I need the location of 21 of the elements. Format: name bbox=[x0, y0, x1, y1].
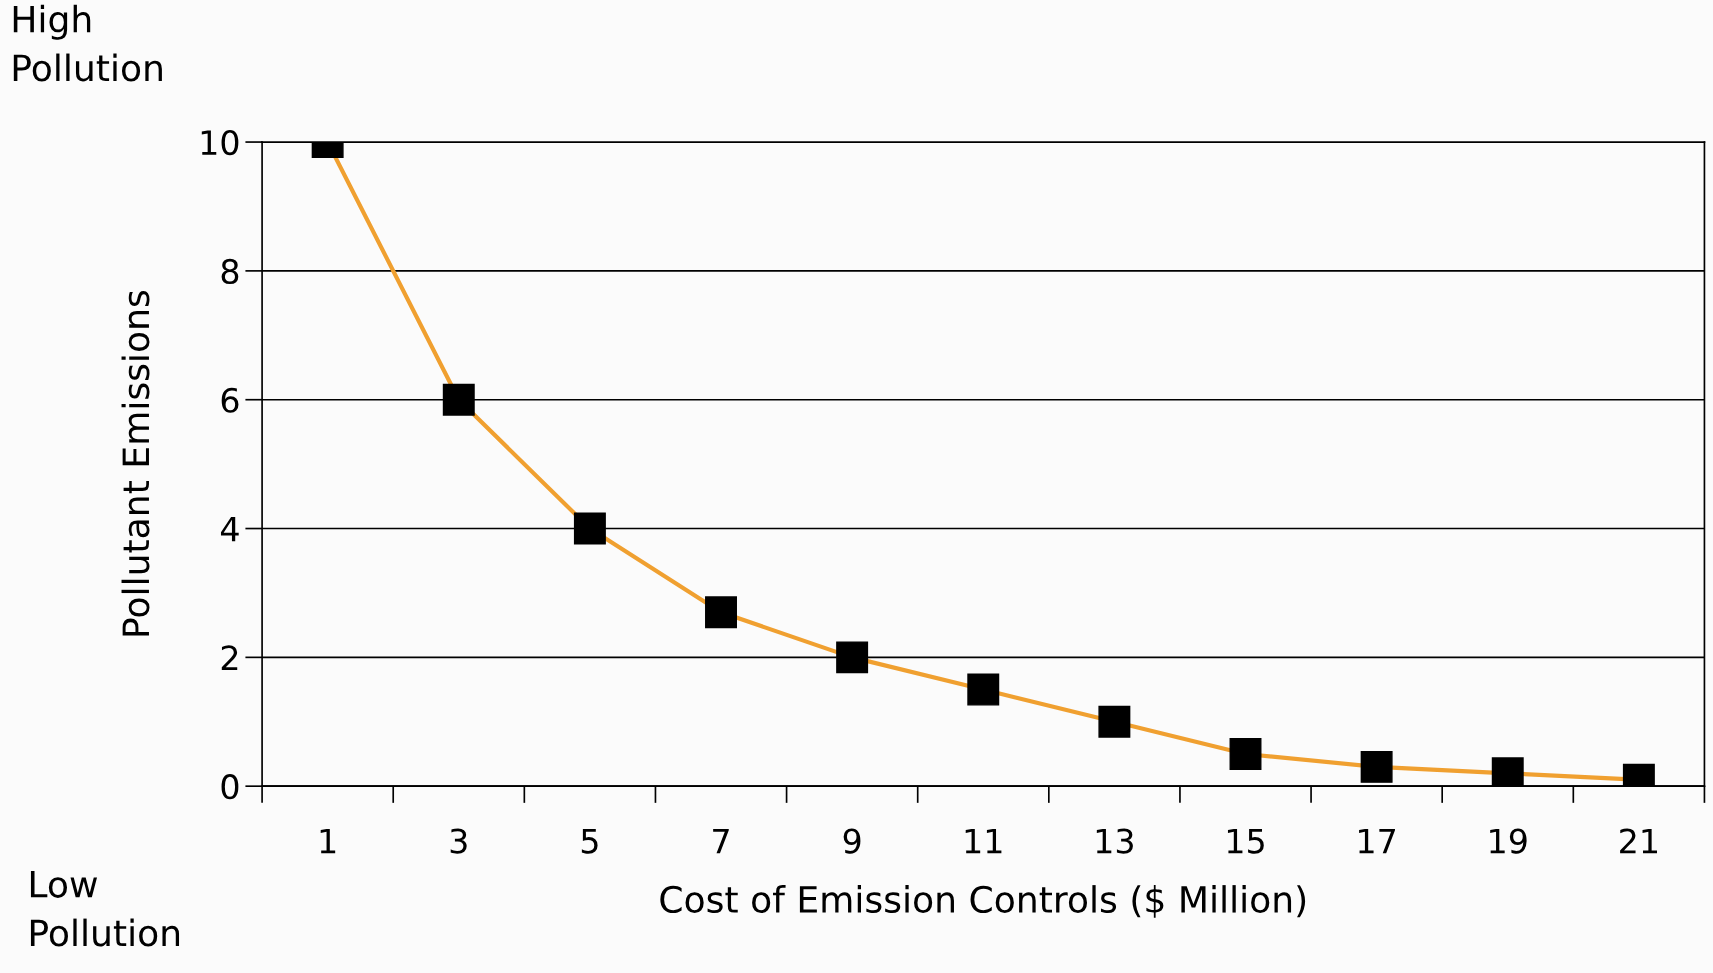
x-tick-label: 1 bbox=[320, 828, 336, 854]
y-tick-label: 6 bbox=[221, 387, 239, 413]
x-tick-label: 7 bbox=[713, 828, 729, 854]
y-tick-label: 2 bbox=[221, 645, 238, 671]
y-tick-label: 4 bbox=[220, 516, 239, 542]
x-tick-label: 5 bbox=[581, 828, 598, 854]
x-tick-label: 21 bbox=[1620, 828, 1657, 854]
y-axis-title: Pollutant Emissions bbox=[121, 290, 150, 636]
x-axis-title: Cost of Emission Controls ($ Million) bbox=[660, 885, 1306, 918]
x-tick-label: 13 bbox=[1096, 828, 1133, 854]
x-tick-label: 17 bbox=[1359, 828, 1395, 854]
text: Low Pollution bbox=[30, 871, 180, 947]
x-tick-label: 19 bbox=[1490, 828, 1527, 854]
y-tick-label: 8 bbox=[221, 258, 239, 285]
text: High Pollution bbox=[13, 4, 162, 82]
x-tick-label: 9 bbox=[843, 828, 861, 854]
y-tick-label: 0 bbox=[221, 774, 239, 800]
y-tick-label: 10 bbox=[201, 129, 239, 156]
x-tick-label: 15 bbox=[1227, 828, 1264, 854]
x-tick-label: 3 bbox=[450, 828, 467, 854]
x-tick-label: 11 bbox=[965, 828, 1002, 854]
